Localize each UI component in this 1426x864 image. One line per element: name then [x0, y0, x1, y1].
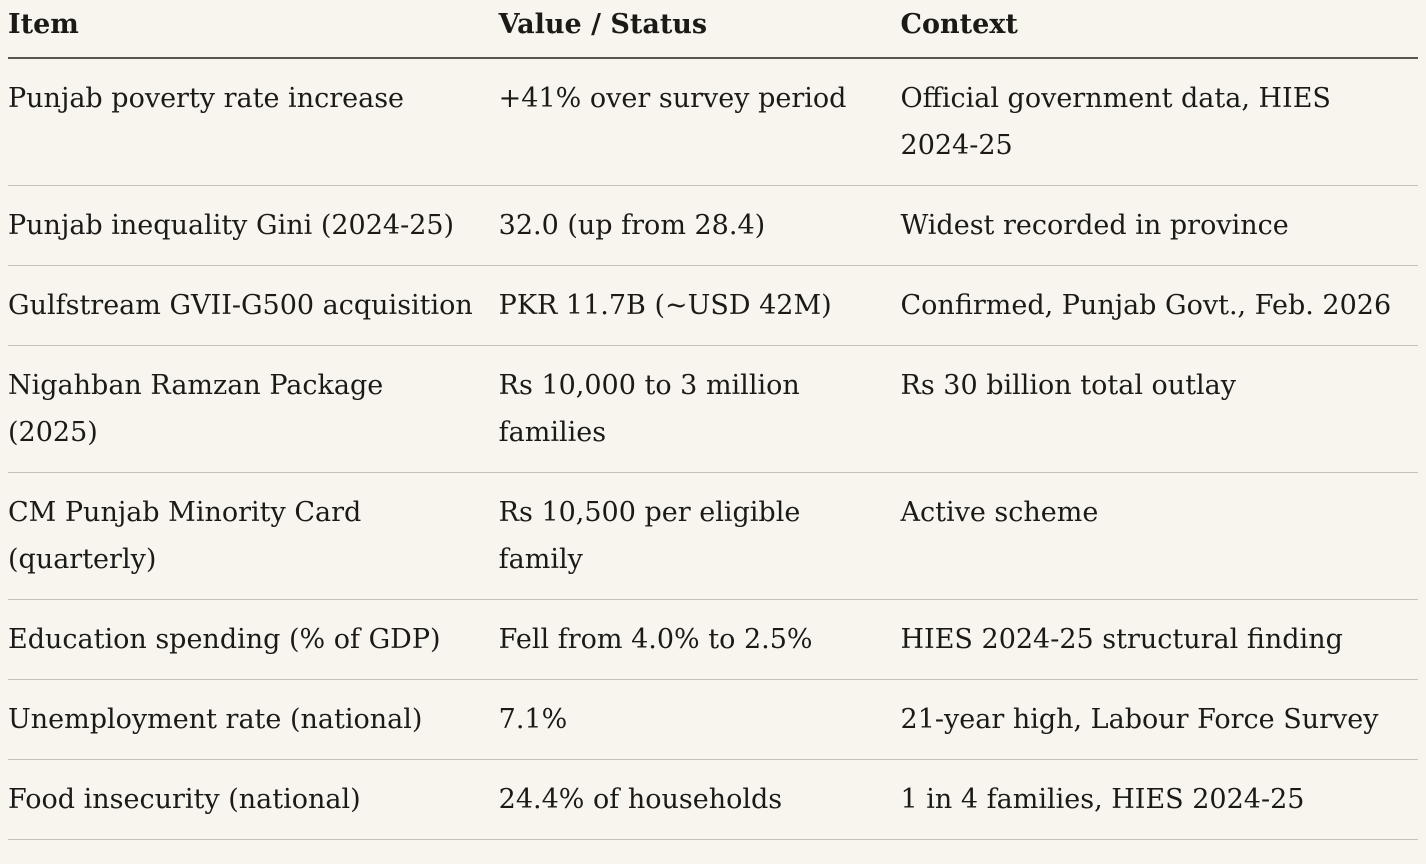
item-cell: Gulfstream GVII-G500 acquisition: [8, 265, 499, 346]
stats-table: Item Value / Status Context Punjab pover…: [8, 0, 1418, 840]
item-cell: Education spending (% of GDP): [8, 599, 499, 680]
context-cell: HIES 2024-25 structural finding: [900, 599, 1418, 680]
context-cell: Official government data, HIES 2024-25: [900, 58, 1418, 186]
context-cell: Active scheme: [900, 472, 1418, 600]
value-status-cell: +41% over survey period: [498, 58, 901, 186]
column-header-context: Context: [900, 0, 1418, 59]
table-row: Punjab inequality Gini (2024-25) 32.0 (u…: [8, 185, 1418, 266]
header-row: Item Value / Status Context: [8, 0, 1418, 59]
value-status-cell: 32.0 (up from 28.4): [498, 185, 901, 266]
item-cell: Nigahban Ramzan Package (2025): [8, 345, 499, 473]
column-header-value-status: Value / Status: [498, 0, 901, 59]
value-status-cell: 7.1%: [498, 679, 901, 760]
article-table-container: Item Value / Status Context Punjab pover…: [8, 0, 1418, 840]
context-cell: Confirmed, Punjab Govt., Feb. 2026: [900, 265, 1418, 346]
item-cell: Punjab poverty rate increase: [8, 58, 499, 186]
context-cell: Rs 30 billion total outlay: [900, 345, 1418, 473]
item-cell: CM Punjab Minority Card (quarterly): [8, 472, 499, 600]
table-row: Nigahban Ramzan Package (2025) Rs 10,000…: [8, 345, 1418, 473]
context-cell: 21-year high, Labour Force Survey: [900, 679, 1418, 760]
table-row: Education spending (% of GDP) Fell from …: [8, 599, 1418, 680]
value-status-cell: Rs 10,000 to 3 million families: [498, 345, 901, 473]
column-header-item: Item: [8, 0, 499, 59]
value-status-cell: PKR 11.7B (~USD 42M): [498, 265, 901, 346]
value-status-cell: 24.4% of households: [498, 759, 901, 840]
table-row: Gulfstream GVII-G500 acquisition PKR 11.…: [8, 265, 1418, 346]
table-row: Unemployment rate (national) 7.1% 21-yea…: [8, 679, 1418, 760]
value-status-cell: Rs 10,500 per eligible family: [498, 472, 901, 600]
context-cell: Widest recorded in province: [900, 185, 1418, 266]
table-body: Punjab poverty rate increase +41% over s…: [8, 58, 1418, 840]
table-row: Punjab poverty rate increase +41% over s…: [8, 58, 1418, 186]
value-status-cell: Fell from 4.0% to 2.5%: [498, 599, 901, 680]
item-cell: Food insecurity (national): [8, 759, 499, 840]
item-cell: Punjab inequality Gini (2024-25): [8, 185, 499, 266]
item-cell: Unemployment rate (national): [8, 679, 499, 760]
table-row: Food insecurity (national) 24.4% of hous…: [8, 759, 1418, 840]
table-row: CM Punjab Minority Card (quarterly) Rs 1…: [8, 472, 1418, 600]
context-cell: 1 in 4 families, HIES 2024-25: [900, 759, 1418, 840]
